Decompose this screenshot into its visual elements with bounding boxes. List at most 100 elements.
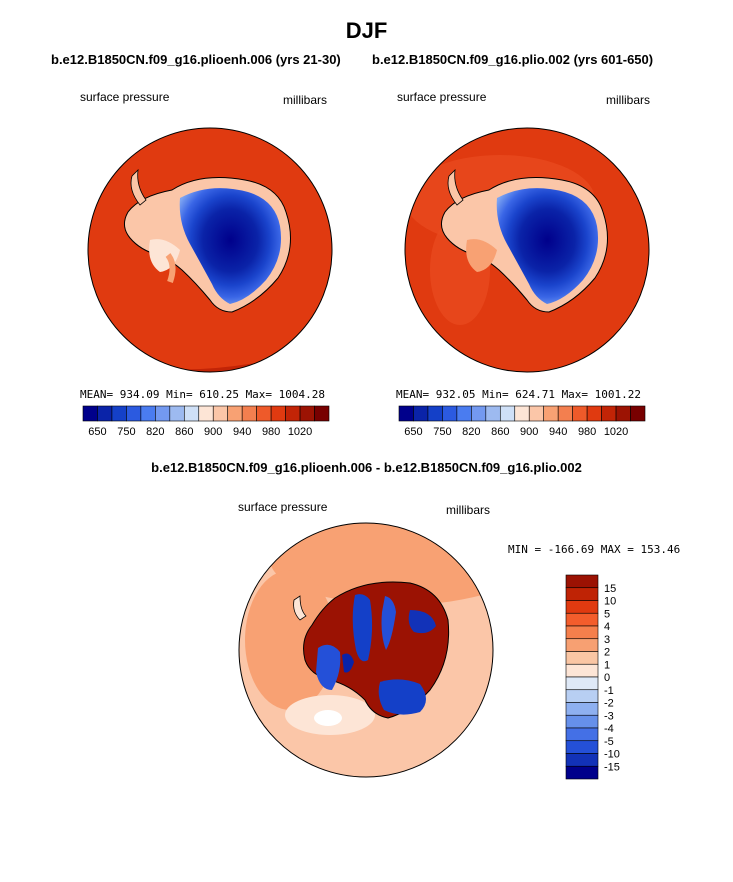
difference-units-label: millibars — [446, 503, 491, 517]
colorbar-tick-label: 750 — [117, 426, 135, 438]
diff-colorbar-label: -5 — [604, 736, 614, 748]
colorbar-swatch — [140, 405, 156, 422]
left-colorbar: 650 750 820 860 900 940 980 1020 — [82, 405, 330, 438]
plot-title: DJF — [345, 18, 388, 43]
diff-colorbar-label: 10 — [604, 596, 616, 608]
diff-colorbar-label: 4 — [604, 621, 610, 633]
colorbar-swatch — [270, 405, 286, 422]
colorbar-tick-label: 940 — [233, 426, 251, 438]
right-panel-variable-label: surface pressure — [397, 90, 487, 104]
diff-colorbar-swatch — [565, 689, 599, 703]
diff-colorbar-swatch — [565, 676, 599, 691]
right-panel-case-title: b.e12.B1850CN.f09_g16.plio.002 (yrs 601-… — [372, 52, 654, 67]
right-polar-map — [405, 128, 649, 372]
colorbar-swatch — [413, 405, 429, 422]
colorbar-swatch — [82, 405, 98, 422]
colorbar-swatch — [314, 405, 330, 422]
colorbar-swatch — [155, 405, 171, 422]
colorbar-swatch — [557, 405, 573, 422]
colorbar-swatch — [241, 405, 257, 422]
diff-colorbar-label: 15 — [604, 583, 616, 595]
colorbar-swatch — [630, 405, 646, 422]
colorbar-tick-label: 900 — [204, 426, 222, 438]
colorbar-tick-label: 900 — [520, 426, 538, 438]
colorbar-tick-label: 650 — [88, 426, 106, 438]
colorbar-swatch — [285, 405, 301, 422]
colorbar-swatch — [299, 405, 315, 422]
diff-colorbar-swatch — [565, 574, 599, 589]
colorbar-swatch — [601, 405, 617, 422]
colorbar-swatch — [126, 405, 142, 422]
right-panel-units-label: millibars — [606, 93, 651, 107]
colorbar-tick-label: 650 — [404, 426, 422, 438]
diff-colorbar-swatch — [565, 638, 599, 652]
diff-colorbar-swatch — [565, 625, 599, 640]
colorbar-swatch — [183, 405, 200, 422]
colorbar-tick-label: 1020 — [288, 426, 312, 438]
colorbar-tick-label: 750 — [433, 426, 451, 438]
diff-colorbar-swatch — [565, 740, 599, 754]
colorbar-tick-label: 820 — [146, 426, 164, 438]
colorbar-swatch — [456, 405, 472, 422]
diff-colorbar-swatch — [565, 600, 599, 614]
colorbar-swatch — [227, 405, 243, 422]
colorbar-swatch — [169, 405, 185, 422]
diff-colorbar-label: -15 — [604, 761, 620, 773]
left-polar-map — [88, 128, 332, 372]
diff-colorbar-label: 0 — [604, 672, 610, 684]
colorbar-swatch — [528, 405, 545, 422]
diff-colorbar-label: 1 — [604, 659, 610, 671]
colorbar-swatch — [615, 405, 631, 422]
left-panel-units-label: millibars — [283, 93, 328, 107]
diff-colorbar-swatch — [565, 753, 599, 767]
colorbar-swatch — [572, 405, 588, 422]
colorbar-tick-label: 980 — [262, 426, 280, 438]
colorbar-swatch — [499, 405, 516, 422]
diff-colorbar-swatch — [565, 651, 599, 665]
diff-colorbar-swatch — [565, 612, 599, 627]
colorbar-tick-label: 1020 — [604, 426, 628, 438]
diff-colorbar-swatch — [565, 714, 599, 729]
colorbar-swatch — [427, 405, 443, 422]
diff-colorbar-swatch — [565, 765, 599, 780]
diff-colorbar-swatch — [565, 663, 599, 678]
difference-variable-label: surface pressure — [238, 500, 328, 514]
colorbar-swatch — [97, 405, 113, 422]
difference-title: b.e12.B1850CN.f09_g16.plioenh.006 - b.e1… — [151, 460, 582, 475]
diff-colorbar-label: -3 — [604, 710, 614, 722]
colorbar-swatch — [198, 405, 214, 422]
colorbar-swatch — [256, 405, 272, 422]
right-colorbar: 650 750 820 860 900 940 980 1020 — [398, 405, 646, 438]
diff-colorbar-swatch — [565, 702, 599, 716]
difference-map-border — [238, 522, 494, 778]
colorbar-swatch — [398, 405, 414, 422]
diff-colorbar-label: -10 — [604, 749, 620, 761]
right-map-border — [404, 127, 650, 373]
colorbar-swatch — [514, 405, 530, 422]
diff-colorbar-label: 3 — [604, 634, 610, 646]
left-map-border — [87, 127, 333, 373]
colorbar-swatch — [586, 405, 602, 422]
colorbar-swatch — [471, 405, 487, 422]
left-panel-case-title: b.e12.B1850CN.f09_g16.plioenh.006 (yrs 2… — [51, 52, 341, 67]
diff-colorbar-swatch — [565, 727, 599, 742]
colorbar-tick-label: 860 — [175, 426, 193, 438]
colorbar-swatch — [543, 405, 559, 422]
colorbar-tick-label: 940 — [549, 426, 567, 438]
diff-colorbar-label: -2 — [604, 698, 614, 710]
colorbar-swatch — [485, 405, 501, 422]
colorbar-tick-label: 980 — [578, 426, 596, 438]
left-panel-variable-label: surface pressure — [80, 90, 170, 104]
colorbar-tick-label: 860 — [491, 426, 509, 438]
diff-colorbar-label: -4 — [604, 723, 614, 735]
colorbar-swatch — [111, 405, 127, 422]
right-panel-stats: MEAN= 932.05 Min= 624.71 Max= 1001.22 — [396, 388, 642, 401]
diff-colorbar-swatch — [565, 587, 599, 601]
diff-colorbar-label: 2 — [604, 647, 610, 659]
colorbar-tick-label: 820 — [462, 426, 480, 438]
left-panel-stats: MEAN= 934.09 Min= 610.25 Max= 1004.28 — [80, 388, 326, 401]
diff-colorbar-label: -1 — [604, 685, 614, 697]
difference-stats: MIN = -166.69 MAX = 153.46 — [508, 543, 681, 556]
